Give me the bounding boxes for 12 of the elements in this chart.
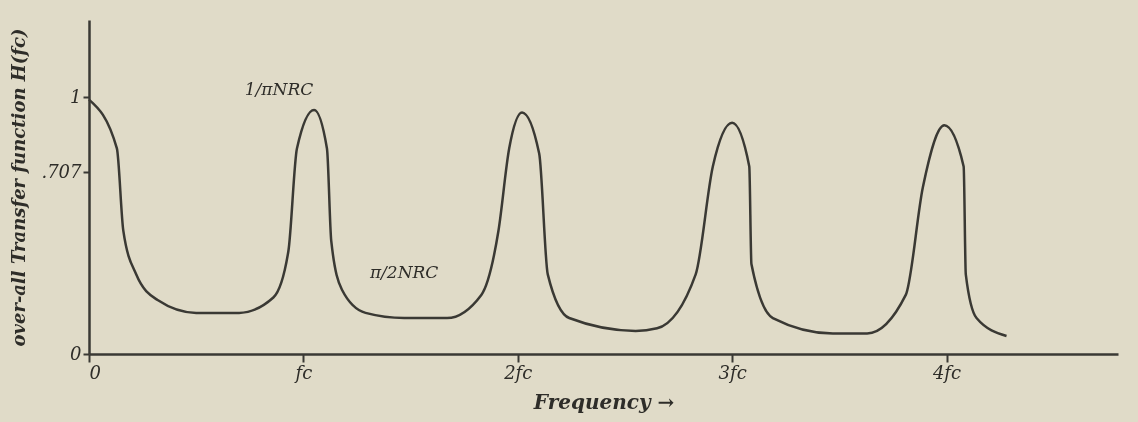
annotation: 1/πNRC [244,79,314,99]
annotation: π/2NRC [368,262,439,283]
x-tick-label: 0 [89,361,101,383]
y-tick-label: .707 [41,160,83,182]
x-axis-title: Frequency → [532,389,675,414]
x-tick-label: 2fc [503,361,533,383]
y-tick-label: 0 [70,342,82,364]
y-tick-label: 1 [70,85,82,107]
y-axis-title: over-all Transfer function H(fc) [8,28,30,347]
x-tick-label: 4fc [931,361,962,383]
x-tick-label: fc [293,361,313,383]
x-tick-label: 3fc [718,361,747,383]
